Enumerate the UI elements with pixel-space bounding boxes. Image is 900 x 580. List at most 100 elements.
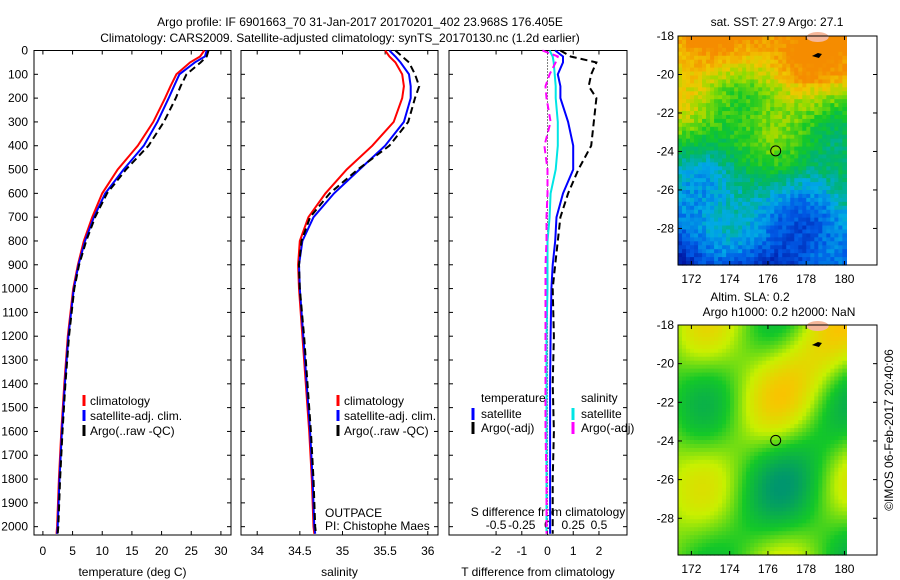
map-cell xyxy=(750,499,755,505)
map-cell xyxy=(834,325,839,330)
map-cell xyxy=(766,189,771,195)
map-cell xyxy=(834,166,839,171)
map-cell xyxy=(794,217,799,223)
map-cell xyxy=(798,47,803,53)
map-cell xyxy=(698,388,703,394)
map-cell xyxy=(786,551,791,556)
map-cell xyxy=(746,245,751,250)
map-cell xyxy=(730,83,735,88)
map-cell xyxy=(794,245,799,250)
map-cell xyxy=(714,201,719,207)
map-cell xyxy=(698,217,703,223)
map-cell xyxy=(838,253,843,258)
map-cell xyxy=(834,83,839,88)
map-cell xyxy=(774,178,779,183)
map-cell xyxy=(682,475,687,481)
map-cell xyxy=(718,443,723,449)
map-cell xyxy=(830,352,835,358)
map-cell xyxy=(678,126,683,132)
map-cell xyxy=(686,531,691,536)
map-cell xyxy=(818,380,823,386)
map-cell xyxy=(678,201,683,207)
map-cell xyxy=(714,523,719,528)
map-cell xyxy=(770,59,775,65)
map-cell xyxy=(770,43,775,49)
map-cell xyxy=(818,408,823,413)
map-cell xyxy=(802,428,807,433)
map-cell xyxy=(830,233,835,238)
map-cell xyxy=(722,455,727,461)
map-cell xyxy=(742,75,747,81)
map-cell xyxy=(822,47,827,53)
map-cell xyxy=(682,356,687,362)
map-cell xyxy=(766,325,771,330)
map-cell xyxy=(798,515,803,520)
map-cell xyxy=(814,229,819,235)
map-cell xyxy=(698,114,703,120)
map-cell xyxy=(786,344,791,350)
map-cell xyxy=(818,138,823,144)
map-cell xyxy=(822,436,827,441)
map-cell xyxy=(678,95,683,100)
map-cell xyxy=(746,519,751,524)
map-cell xyxy=(678,249,683,254)
map-cell xyxy=(698,118,703,124)
map-cell xyxy=(834,134,839,140)
map-cell xyxy=(758,420,763,425)
map-cell xyxy=(798,221,803,227)
map-cell xyxy=(798,189,803,195)
map-cell xyxy=(690,107,695,112)
map-cell xyxy=(766,451,771,457)
map-cell xyxy=(766,467,771,473)
map-cell xyxy=(686,384,691,390)
map-cell xyxy=(822,447,827,453)
y-tick-label: 1300 xyxy=(1,353,28,367)
map-cell xyxy=(786,126,791,132)
map-cell xyxy=(698,475,703,481)
map-cell xyxy=(734,107,739,112)
map-cell xyxy=(690,111,695,116)
map-cell xyxy=(830,519,835,524)
map-cell xyxy=(818,352,823,358)
map-cell xyxy=(826,372,831,378)
map-cell xyxy=(682,186,687,191)
map-cell xyxy=(830,36,835,41)
map-cell xyxy=(750,79,755,84)
map-cell xyxy=(682,511,687,516)
map-cell xyxy=(814,535,819,540)
map-cell xyxy=(838,67,843,73)
map-cell xyxy=(802,400,807,405)
map-cell xyxy=(778,547,783,552)
map-cell xyxy=(814,59,819,65)
map-cell xyxy=(754,523,759,528)
map-cell xyxy=(790,372,795,378)
map-cell xyxy=(818,487,823,493)
map-cell xyxy=(778,356,783,362)
map-cell xyxy=(742,257,747,262)
map-cell xyxy=(806,126,811,132)
map-cell xyxy=(710,205,715,211)
map-cell xyxy=(830,245,835,250)
map-cell xyxy=(810,142,815,148)
map-cell xyxy=(814,237,819,242)
map-cell xyxy=(814,257,819,262)
map-cell xyxy=(790,150,795,156)
map-cell xyxy=(814,95,819,100)
map-cell xyxy=(766,229,771,235)
map-cell xyxy=(678,388,683,394)
map-cell xyxy=(766,400,771,405)
map-cell xyxy=(802,189,807,195)
map-cell xyxy=(738,209,743,215)
map-cell xyxy=(750,150,755,156)
map-cell xyxy=(706,67,711,73)
map-cell xyxy=(714,340,719,346)
map-cell xyxy=(738,99,743,104)
map-cell xyxy=(798,142,803,148)
map-cell xyxy=(722,543,727,548)
map-cell xyxy=(758,253,763,258)
map-cell xyxy=(706,344,711,350)
map-cell xyxy=(690,142,695,148)
map-cell xyxy=(790,71,795,77)
map-cell xyxy=(830,39,835,45)
map-cell xyxy=(750,213,755,219)
